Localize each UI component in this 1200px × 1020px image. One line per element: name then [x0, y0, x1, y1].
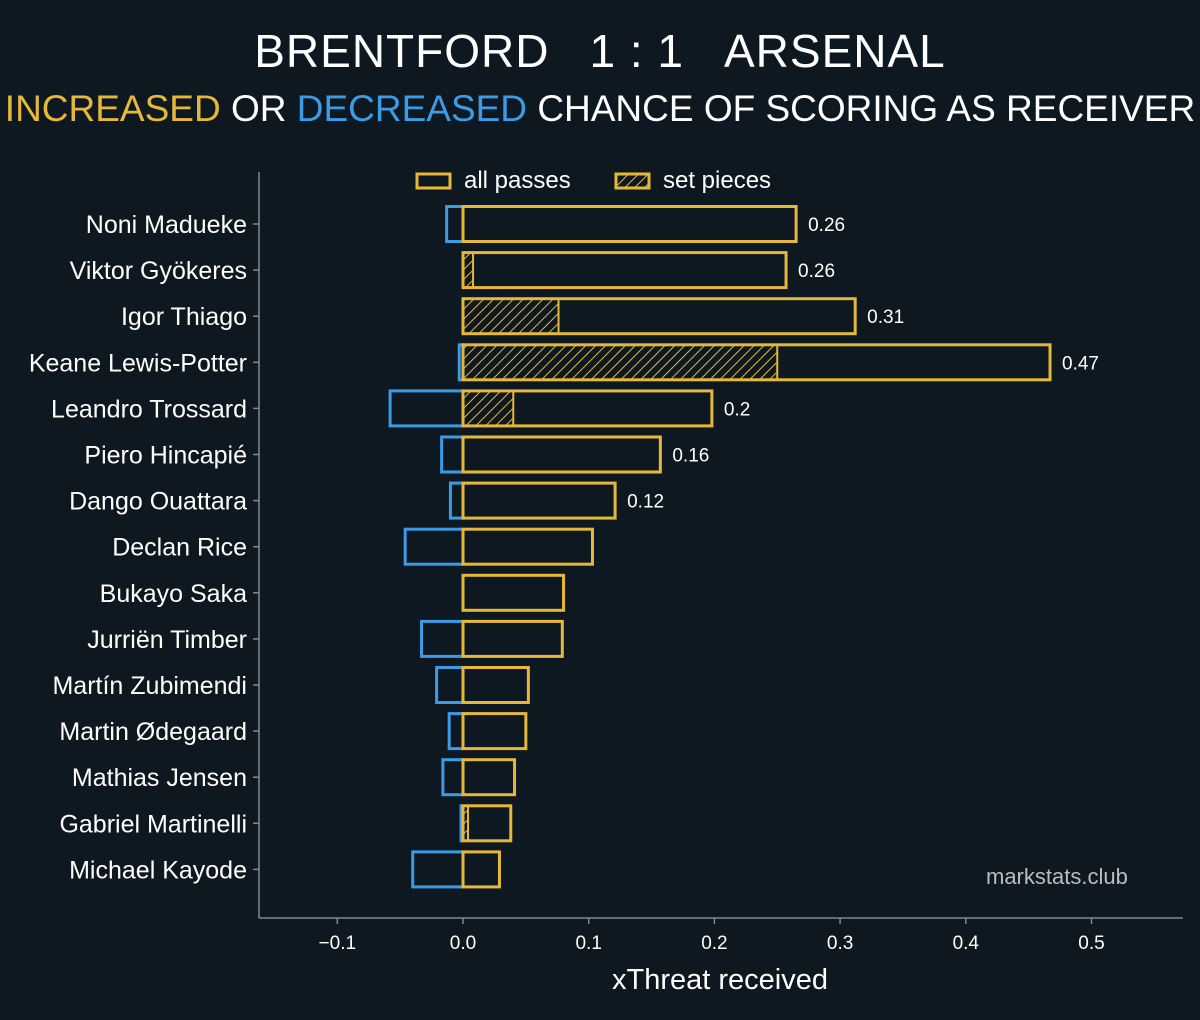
x-tick-label: 0.4	[953, 933, 980, 954]
bar-value-label: 0.26	[798, 261, 835, 282]
watermark: markstats.club	[986, 864, 1128, 889]
legend-swatch-set-pieces	[614, 172, 651, 190]
bar-all-passes	[461, 850, 501, 889]
category-label: Michael Kayode	[69, 856, 247, 884]
category-label: Leandro Trossard	[51, 395, 247, 423]
bar-value-label: 0.26	[808, 215, 845, 236]
bar-value-label: 0.31	[867, 307, 904, 328]
bar-negative	[441, 758, 465, 797]
category-label: Noni Madueke	[86, 211, 247, 239]
subtitle-decreased: DECREASED	[296, 88, 528, 129]
subtitle-increased: INCREASED	[4, 88, 221, 129]
bar-all-passes	[461, 343, 1052, 382]
x-tick-label: 0.0	[450, 933, 476, 954]
subtitle-or: OR	[230, 88, 287, 129]
bar-value-label: 0.2	[724, 399, 750, 420]
bar-negative	[440, 435, 465, 474]
category-label: Bukayo Saka	[100, 580, 247, 608]
bar-value-label: 0.12	[627, 492, 664, 513]
bar-negative	[445, 205, 465, 243]
bar-all-passes	[461, 804, 513, 843]
category-label: Martin Ødegaard	[59, 718, 247, 746]
bar-all-passes	[461, 435, 662, 474]
bar-all-passes	[461, 712, 528, 751]
x-tick-label: 0.3	[827, 933, 853, 954]
chart-subtitle: INCREASED OR DECREASED CHANCE OF SCORING…	[0, 88, 1200, 130]
bar-set-pieces	[462, 297, 560, 335]
bar-all-passes	[461, 573, 566, 612]
bar-negative	[420, 619, 465, 658]
match-score: 1 : 1	[589, 25, 684, 77]
x-tick-label: 0.1	[575, 933, 601, 954]
bar-set-pieces	[462, 251, 475, 289]
category-label: Viktor Gyökeres	[70, 257, 247, 285]
bar-all-passes	[461, 666, 530, 704]
bar-negative	[411, 850, 465, 889]
bar-negative	[435, 666, 465, 704]
category-label: Igor Thiago	[121, 303, 247, 331]
legend-swatch-all-passes	[415, 172, 452, 190]
bar-all-passes	[461, 389, 714, 428]
bar-all-passes	[461, 205, 798, 243]
bar-all-passes	[461, 481, 617, 520]
bar-negative	[448, 481, 465, 520]
home-team: BRENTFORD	[254, 25, 550, 77]
bar-negative	[403, 527, 465, 566]
away-team: ARSENAL	[724, 25, 946, 77]
bar-value-label: 0.47	[1062, 353, 1099, 374]
bar-all-passes	[461, 297, 857, 336]
x-tick-label: 0.5	[1078, 933, 1104, 954]
category-label: Dango Ouattara	[69, 488, 247, 516]
category-label: Martín Zubimendi	[52, 672, 247, 700]
legend-label-set-pieces: set pieces	[663, 167, 771, 194]
subtitle-rest: CHANCE OF SCORING AS RECEIVER	[537, 88, 1196, 129]
category-label: Gabriel Martinelli	[59, 810, 247, 838]
bar-all-passes	[461, 619, 564, 658]
match-title: BRENTFORD 1 : 1 ARSENAL	[0, 24, 1200, 78]
bar-all-passes	[461, 251, 788, 290]
category-label: Declan Rice	[112, 534, 247, 562]
bar-set-pieces	[462, 389, 515, 427]
bar-value-label: 0.16	[672, 446, 709, 467]
category-label: Mathias Jensen	[72, 764, 247, 792]
bar-negative	[447, 712, 465, 751]
bar-negative	[388, 389, 465, 428]
category-label: Piero Hincapié	[84, 442, 247, 470]
x-tick-label: −0.1	[319, 933, 357, 954]
category-label: Jurriën Timber	[87, 626, 247, 654]
category-label: Keane Lewis-Potter	[29, 349, 247, 377]
x-tick-label: 0.2	[701, 933, 727, 954]
bar-all-passes	[461, 527, 594, 566]
bar-all-passes	[461, 758, 517, 797]
x-axis-label: xThreat received	[612, 964, 828, 996]
bar-set-pieces	[462, 343, 779, 381]
legend-label-all-passes: all passes	[464, 167, 571, 194]
